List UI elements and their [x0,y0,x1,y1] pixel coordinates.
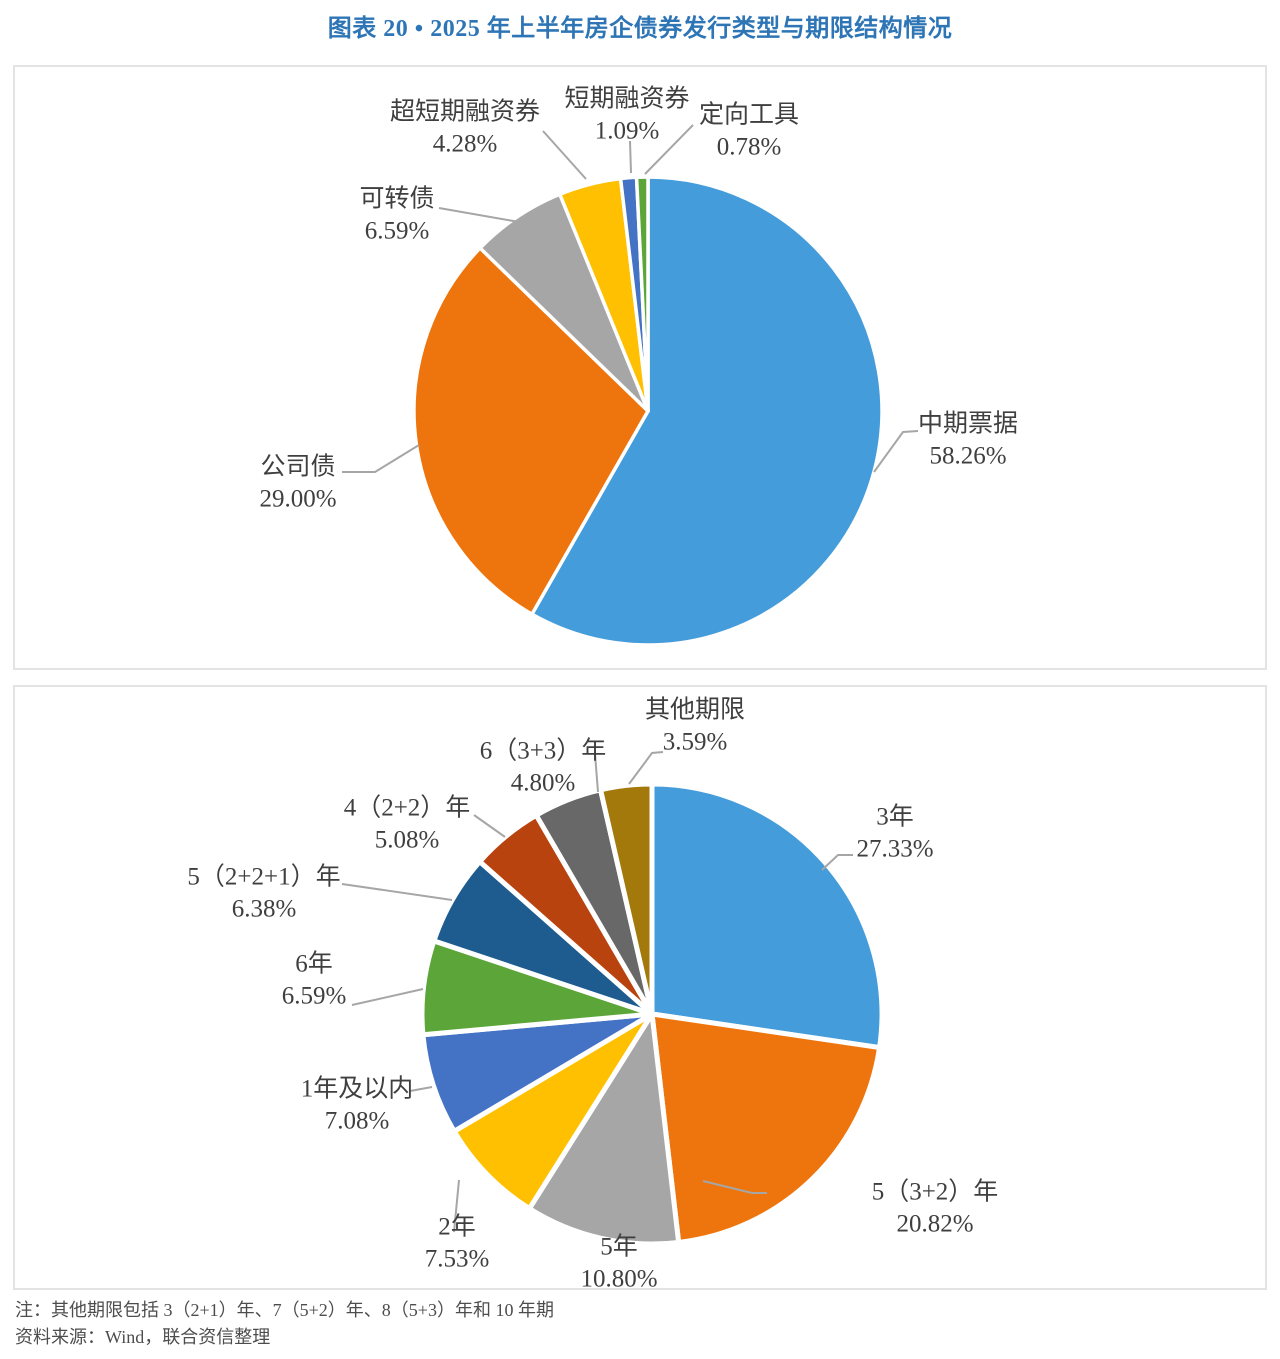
figure-title: 图表 20 • 2025 年上半年房企债券发行类型与期限结构情况 [327,16,953,42]
label-leader-line [628,751,664,785]
label-leader-line [473,814,506,838]
slice-category-label: 可转债 [359,185,434,213]
slice-percent-label: 29.00% [259,486,336,513]
slice-percent-label: 3.59% [663,729,728,756]
label-leader-line [873,430,919,473]
label-leader-line [821,854,853,871]
slice-category-label: 中期票据 [918,410,1018,438]
label-leader-line [453,1179,460,1233]
pie-chart-bond-type: 中期票据 58.26% 公司债 29.00% 可转债 6.59% 超短期融资券 4.28% 短期… [259,85,1018,647]
footnotes: 注：其他期限包括 3（2+1）年、7（5+2）年、8（5+3）年和 10 年期 … [15,1297,1265,1351]
label-leader-line [342,444,420,473]
slice-percent-label: 6.59% [282,983,347,1010]
pie-slice-1-1 [649,1011,883,1245]
pie-panel-maturity: 3年 27.33% 5（3+2）年 20.82% 5年 10.80% 2年 7.53% 1年及以… [13,685,1267,1290]
slice-percent-label: 20.82% [896,1211,973,1238]
slice-percent-label: 6.38% [232,896,297,923]
pie-panel-bond-type: 中期票据 58.26% 公司债 29.00% 可转债 6.59% 超短期融资券 4.28% 短期… [13,65,1267,670]
pie-slice-0-1 [412,246,650,616]
slice-category-label: 4（2+2）年 [344,794,471,822]
slice-percent-label: 10.80% [580,1266,657,1289]
label-leader-line [409,1086,433,1092]
slice-percent-label: 4.28% [433,131,498,158]
label-leader-line [438,207,520,223]
slice-percent-label: 0.78% [717,134,782,161]
slice-category-label: 3年 [876,803,914,831]
slice-category-label: 短期融资券 [564,85,689,113]
slice-percent-label: 1.09% [595,118,660,145]
pie-slice-0-5 [634,175,650,413]
slice-category-label: 定向工具 [699,101,799,129]
slice-category-label: 5（2+2+1）年 [187,863,340,891]
slice-percent-label: 7.08% [325,1108,390,1135]
pie-slice-1-0 [649,781,885,1051]
label-leader-line [594,753,599,793]
label-leader-line [341,883,453,901]
slice-percent-label: 5.08% [375,827,440,854]
slice-percent-label: 6.59% [365,218,430,245]
slice-percent-label: 58.26% [929,443,1006,470]
slice-category-label: 公司债 [260,453,335,481]
slice-category-label: 超短期融资券 [390,98,540,126]
slice-category-label: 5（3+2）年 [872,1178,999,1206]
slice-category-label: 1年及以内 [301,1075,414,1103]
source-text: 资料来源：Wind，联合资信整理 [15,1327,271,1347]
slice-category-label: 其他期限 [645,696,745,724]
pie-slice-1-2 [526,1011,682,1247]
label-leader-line [629,140,632,174]
pie-chart-maturity: 3年 27.33% 5（3+2）年 20.82% 5年 10.80% 2年 7.53% 1年及以… [187,696,999,1289]
pie-slice-1-9 [598,781,655,1017]
label-leader-line [542,130,587,180]
slice-percent-label: 27.33% [856,836,933,863]
label-leader-line [702,1180,767,1194]
slice-percent-label: 4.80% [511,770,576,797]
slice-category-label: 2年 [438,1213,476,1241]
label-leader-line [351,988,424,1006]
slice-category-label: 6年 [295,950,333,978]
note-text: 注：其他期限包括 3（2+1）年、7（5+2）年、8（5+3）年和 10 年期 [15,1300,554,1320]
slice-percent-label: 7.53% [425,1246,490,1273]
label-leader-line [644,124,694,175]
slice-category-label: 6（3+3）年 [480,737,607,765]
slice-category-label: 5年 [600,1233,638,1261]
